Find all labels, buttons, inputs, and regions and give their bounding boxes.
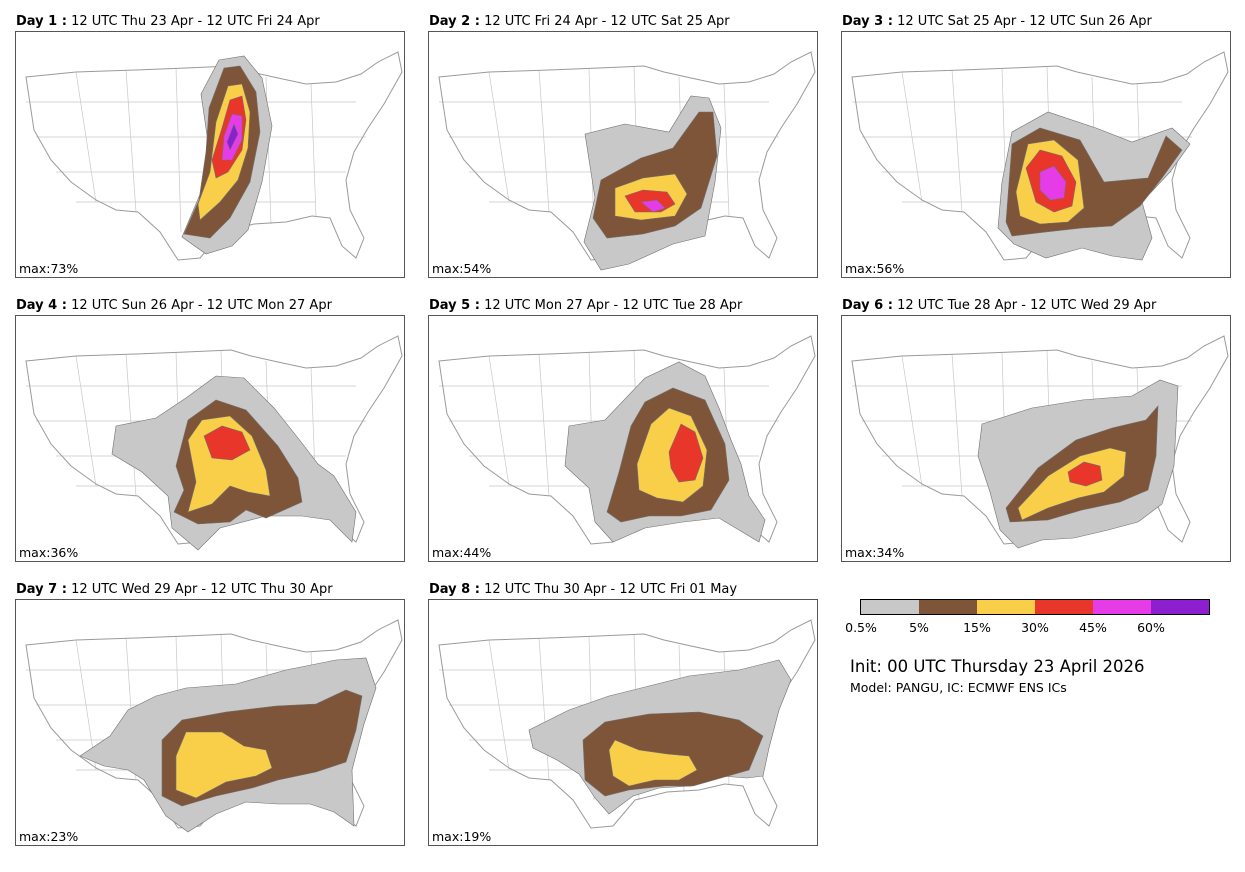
model-info: Model: PANGU, IC: ECMWF ENS ICs: [850, 680, 1067, 695]
probability-contour: [175, 731, 273, 799]
map-svg: [438, 51, 816, 271]
probability-contour: [640, 199, 666, 213]
colorbar-tick: 15%: [963, 620, 991, 635]
max-label: max:19%: [432, 829, 492, 844]
panel-title: Day 4 : 12 UTC Sun 26 Apr - 12 UTC Mon 2…: [16, 298, 332, 313]
colorbar-tick: 30%: [1021, 620, 1049, 635]
coastline: [851, 335, 1229, 545]
coastline: [438, 619, 816, 829]
probability-contour: [608, 739, 698, 787]
colorbar-swatch: [919, 600, 977, 614]
probability-contour: [1039, 165, 1067, 201]
panel-title: Day 6 : 12 UTC Tue 28 Apr - 12 UTC Wed 2…: [842, 298, 1157, 313]
colorbar-tick: 60%: [1137, 620, 1165, 635]
max-label: max:73%: [19, 261, 79, 276]
colorbar-swatch: [1093, 600, 1151, 614]
max-label: max:23%: [19, 829, 79, 844]
panel-title: Day 1 : 12 UTC Thu 23 Apr - 12 UTC Fri 2…: [16, 14, 320, 29]
panel-title: Day 7 : 12 UTC Wed 29 Apr - 12 UTC Thu 3…: [16, 582, 333, 597]
probability-map: max:36%: [15, 315, 405, 562]
colorbar: [860, 599, 1210, 615]
probability-map: max:54%: [428, 31, 818, 278]
colorbar-tick: 5%: [909, 620, 929, 635]
panel-title: Day 2 : 12 UTC Fri 24 Apr - 12 UTC Sat 2…: [429, 14, 730, 29]
colorbar-tick: 45%: [1079, 620, 1107, 635]
max-label: max:36%: [19, 545, 79, 560]
probability-contour: [203, 425, 251, 461]
colorbar-swatch: [1151, 600, 1209, 614]
probability-contour: [1067, 461, 1103, 487]
coastline: [25, 51, 403, 261]
coastline: [438, 335, 816, 545]
map-svg: [438, 619, 816, 829]
panel-title: Day 8 : 12 UTC Thu 30 Apr - 12 UTC Fri 0…: [429, 582, 738, 597]
map-svg: [25, 51, 403, 261]
colorbar-swatch: [1035, 600, 1093, 614]
map-svg: [851, 335, 1229, 549]
probability-map: max:19%: [428, 599, 818, 846]
probability-contour: [226, 123, 239, 151]
colorbar-tick: 0.5%: [845, 620, 877, 635]
map-svg: [438, 335, 816, 545]
max-label: max:54%: [432, 261, 492, 276]
map-svg: [25, 619, 403, 833]
probability-contour: [668, 423, 704, 483]
colorbar-swatch: [861, 600, 919, 614]
max-label: max:34%: [845, 545, 905, 560]
coastline: [25, 619, 403, 829]
max-label: max:56%: [845, 261, 905, 276]
panel-title: Day 3 : 12 UTC Sat 25 Apr - 12 UTC Sun 2…: [842, 14, 1152, 29]
map-svg: [851, 51, 1229, 261]
probability-map: max:34%: [841, 315, 1231, 562]
probability-map: max:44%: [428, 315, 818, 562]
coastline: [851, 51, 1229, 261]
panel-title: Day 5 : 12 UTC Mon 27 Apr - 12 UTC Tue 2…: [429, 298, 743, 313]
colorbar-swatch: [977, 600, 1035, 614]
coastline: [438, 51, 816, 261]
probability-map: max:73%: [15, 31, 405, 278]
probability-map: max:56%: [841, 31, 1231, 278]
map-svg: [25, 335, 403, 551]
max-label: max:44%: [432, 545, 492, 560]
coastline: [25, 335, 403, 545]
probability-map: max:23%: [15, 599, 405, 846]
init-time: Init: 00 UTC Thursday 23 April 2026: [850, 657, 1145, 676]
